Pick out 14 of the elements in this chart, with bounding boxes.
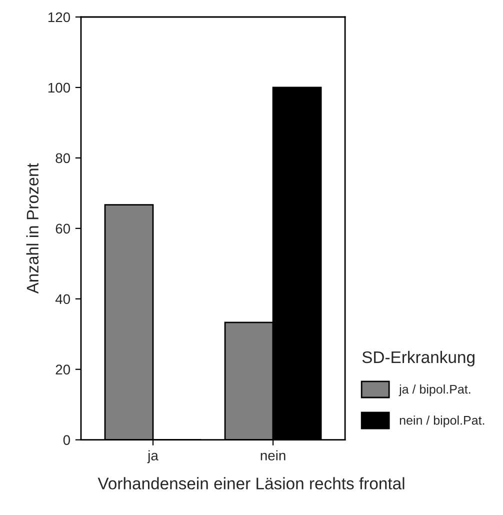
- y-tick-label: 40: [55, 294, 70, 304]
- x-axis-title: Vorhandensein einer Läsion rechts frontal: [98, 477, 404, 490]
- y-tick-label: 80: [56, 153, 70, 164]
- y-axis-title: Anzahl in Prozent: [26, 163, 39, 294]
- legend-label: nein / bipol.Pat.: [400, 416, 484, 428]
- legend-title: SD-Erkrankung: [362, 350, 474, 366]
- y-tick-label: 100: [48, 82, 70, 93]
- y-tick-label: 120: [48, 12, 70, 22]
- x-tick-label: nein: [260, 450, 286, 460]
- x-tick-label: ja: [147, 450, 158, 464]
- y-tick-label: 0: [63, 435, 70, 445]
- y-tick-label: 20: [56, 364, 70, 375]
- legend-label: ja / bipol.Pat.: [398, 384, 470, 396]
- y-tick-label: 60: [56, 224, 70, 234]
